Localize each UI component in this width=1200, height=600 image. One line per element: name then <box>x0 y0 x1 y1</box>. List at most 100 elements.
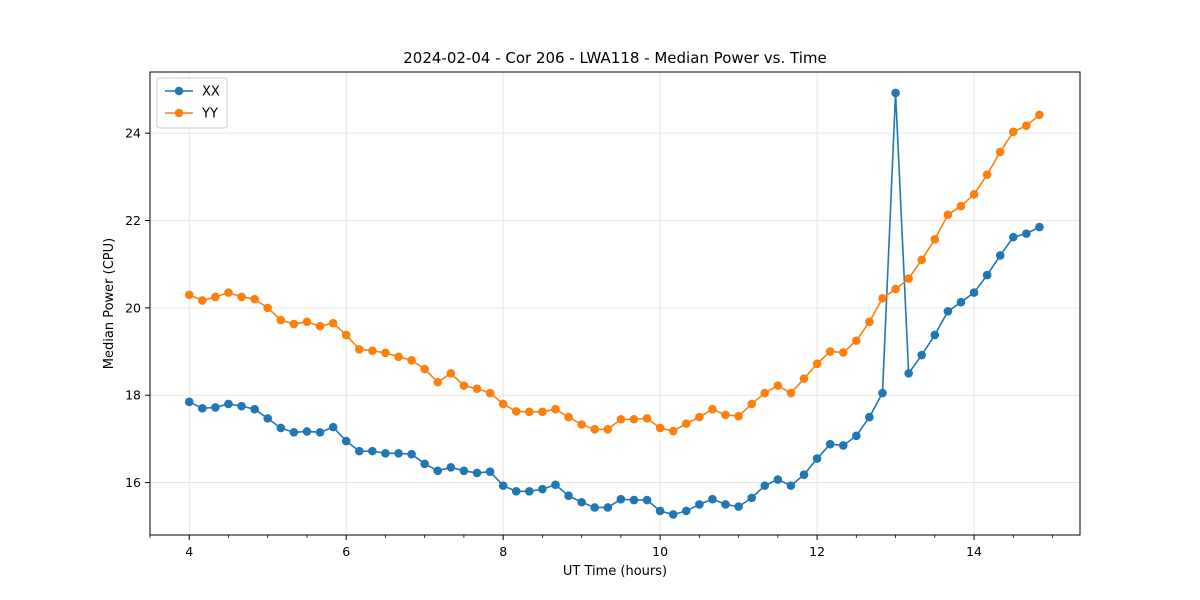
data-point-yy <box>472 384 482 393</box>
y-tick-label: 18 <box>125 388 141 403</box>
data-point-yy <box>315 321 325 331</box>
data-point-yy <box>1022 121 1031 131</box>
data-point-yy <box>354 345 364 354</box>
data-point-yy <box>420 364 429 374</box>
data-point-xx <box>525 487 534 496</box>
data-point-yy <box>956 201 966 211</box>
data-point-yy <box>982 170 992 179</box>
x-tick-label: 6 <box>342 544 350 559</box>
data-point-xx <box>865 412 874 422</box>
data-point-yy <box>407 355 416 365</box>
data-point-yy <box>211 292 220 302</box>
data-point-xx <box>381 449 390 458</box>
series-layer <box>184 88 1044 519</box>
data-point-yy <box>799 374 809 383</box>
data-point-xx <box>263 414 273 423</box>
data-point-yy <box>250 294 259 304</box>
data-point-xx <box>577 497 586 507</box>
data-point-xx <box>459 466 469 476</box>
data-point-yy <box>263 303 273 313</box>
data-point-yy <box>1035 110 1044 120</box>
data-point-yy <box>969 190 979 199</box>
data-point-xx <box>511 487 521 496</box>
data-point-xx <box>1035 222 1044 232</box>
data-point-yy <box>825 347 835 356</box>
data-point-xx <box>420 459 429 469</box>
data-point-xx <box>956 297 966 307</box>
y-tick-label: 16 <box>125 475 141 490</box>
grid <box>150 72 1080 535</box>
data-point-yy <box>198 296 207 305</box>
data-point-yy <box>930 234 940 244</box>
data-point-xx <box>485 467 495 476</box>
data-point-xx <box>250 404 259 414</box>
data-point-yy <box>708 404 717 414</box>
data-point-xx <box>852 431 861 441</box>
data-point-xx <box>904 369 913 378</box>
data-point-xx <box>564 491 573 500</box>
data-point-yy <box>852 336 861 345</box>
data-point-xx <box>1008 232 1018 242</box>
legend-label-xx: XX <box>202 85 220 100</box>
data-point-yy <box>394 352 403 362</box>
data-point-yy <box>302 317 312 327</box>
data-point-yy <box>616 414 626 424</box>
data-point-xx <box>760 481 770 490</box>
x-tick-label: 10 <box>652 544 668 559</box>
legend: XX YY <box>156 77 228 129</box>
data-point-yy <box>237 292 246 302</box>
data-point-yy <box>551 404 560 414</box>
data-point-yy <box>538 407 547 417</box>
data-point-xx <box>799 470 809 480</box>
legend-label-yy: YY <box>201 107 218 122</box>
data-point-xx <box>1022 229 1031 238</box>
data-point-xx <box>407 449 416 459</box>
legend-marker-xx <box>174 86 184 96</box>
data-point-yy <box>734 411 743 421</box>
data-point-yy <box>485 388 495 398</box>
data-point-xx <box>328 422 338 432</box>
data-point-yy <box>184 290 194 300</box>
series-line-yy <box>188 114 1040 432</box>
y-tick-label: 20 <box>125 300 141 315</box>
ticks: 4 6 8 10 12 14 16 18 20 22 24 <box>125 126 1053 559</box>
data-point-xx <box>590 503 600 512</box>
data-point-yy <box>773 381 783 390</box>
axes-frame <box>149 71 1081 536</box>
data-point-xx <box>302 427 312 436</box>
data-point-yy <box>1008 127 1018 137</box>
data-point-yy <box>878 293 887 303</box>
x-tick-label: 4 <box>185 544 193 559</box>
data-point-xx <box>655 506 665 516</box>
data-point-xx <box>708 494 717 504</box>
data-point-xx <box>681 506 691 516</box>
data-point-xx <box>891 88 900 98</box>
x-tick-label: 8 <box>499 544 507 559</box>
data-point-yy <box>629 414 639 424</box>
data-point-xx <box>721 500 730 509</box>
data-point-xx <box>315 428 325 437</box>
data-point-yy <box>642 414 652 423</box>
chart-title: 2024-02-04 - Cor 206 - LWA118 - Median P… <box>403 49 827 67</box>
data-point-xx <box>276 423 286 433</box>
data-point-xx <box>446 462 456 472</box>
data-point-yy <box>368 346 377 355</box>
data-point-xx <box>394 449 403 458</box>
series-xx <box>184 88 1044 519</box>
data-point-xx <box>472 468 482 478</box>
data-point-xx <box>354 446 364 456</box>
data-point-yy <box>433 377 443 387</box>
data-point-xx <box>786 481 796 490</box>
series-yy <box>184 110 1044 436</box>
data-point-xx <box>747 493 756 503</box>
y-tick-label: 22 <box>125 213 141 228</box>
data-point-yy <box>668 426 678 436</box>
data-point-yy <box>904 274 913 283</box>
data-point-xx <box>616 494 626 504</box>
data-point-xx <box>812 454 822 463</box>
data-point-yy <box>760 388 770 398</box>
data-point-yy <box>655 423 665 433</box>
x-tick-label: 14 <box>966 544 982 559</box>
data-point-xx <box>603 503 613 512</box>
